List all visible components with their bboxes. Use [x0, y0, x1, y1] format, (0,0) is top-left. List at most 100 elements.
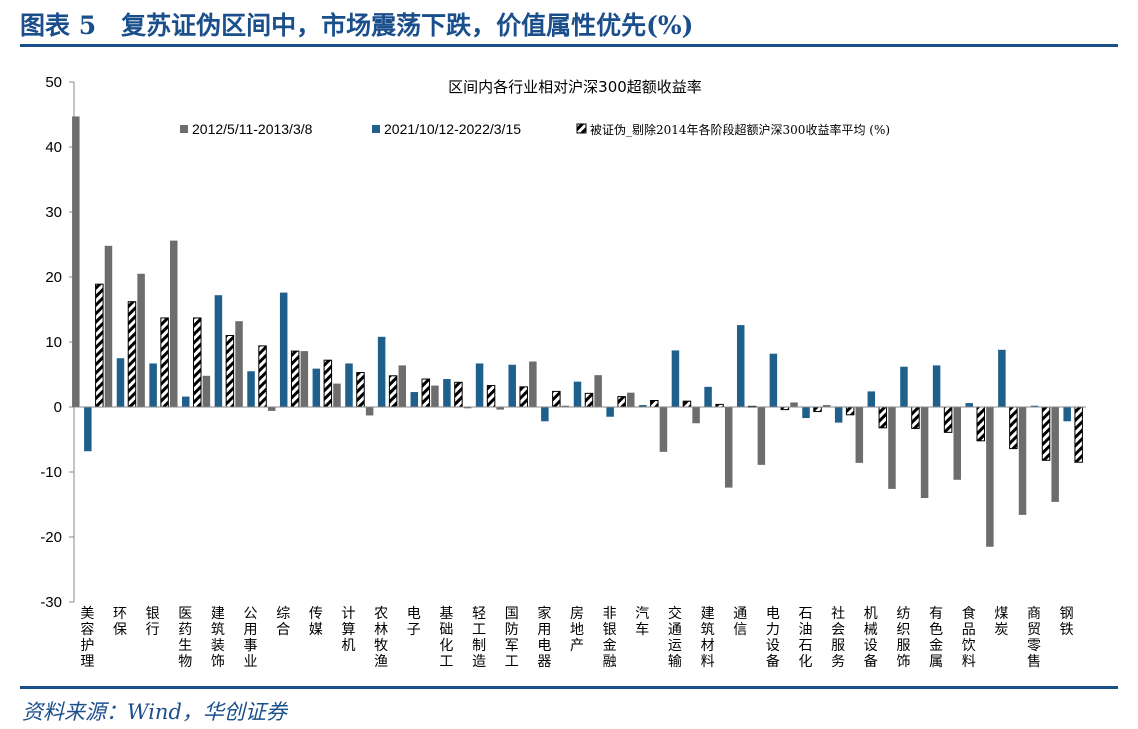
bar-series-1-轻工制造 [463, 407, 472, 409]
bar-series-1-食品饮料 [953, 407, 961, 480]
bar-series-1-商贸零售 [1018, 407, 1027, 515]
bar-series-3-环保 [127, 301, 137, 408]
y-tick-label: 0 [54, 399, 62, 416]
x-category-label: 交通运输 [668, 605, 682, 670]
bar-series-2-社会服务 [834, 407, 843, 423]
bar-series-2-电子 [410, 392, 419, 407]
bar-series-3-钢铁 [1074, 406, 1083, 463]
bar-series-1-纺织服饰 [888, 407, 896, 489]
bar-series-1-医药生物 [170, 240, 178, 407]
bar-series-2-通信 [736, 325, 745, 407]
bar-series-3-传媒 [323, 359, 333, 408]
bar-series-1-房地产 [561, 405, 570, 407]
bar-series-3-机械设备 [878, 406, 888, 429]
x-category-label: 电力设备 [766, 606, 780, 670]
bar-series-1-通信 [724, 407, 733, 488]
bar-series-3-石油石化 [813, 406, 822, 413]
legend-swatch-series-3 [576, 123, 587, 134]
x-category-label: 计算机 [341, 606, 355, 654]
x-category-label: 轻工制造 [472, 606, 486, 670]
bar-series-3-纺织服饰 [911, 406, 920, 429]
chart-title: 区间内各行业相对沪深300超额收益率 [448, 78, 702, 96]
bar-series-2-环保 [116, 358, 125, 407]
bar-series-2-计算机 [345, 363, 353, 407]
bar-series-1-农林牧渔 [365, 407, 374, 416]
x-category-label: 有色金属 [929, 606, 943, 670]
y-tick-label: 30 [45, 204, 62, 221]
bar-series-1-传媒 [300, 351, 309, 407]
bar-series-1-环保 [104, 245, 113, 407]
y-axis: 50 40 30 20 10 0 -10 -20 -30 [40, 74, 75, 611]
bar-series-2-基础化工 [443, 379, 451, 407]
bar-series-1-石油石化 [790, 402, 798, 407]
bar-series-2-有色金属 [932, 365, 941, 407]
legend-label-series-3: 被证伪_剔除2014年各阶段超额沪深300收益率平均 (%) [590, 122, 890, 137]
bar-series-3-交通运输 [682, 400, 692, 408]
bar-series-2-电力设备 [769, 353, 778, 407]
y-tick-label: -10 [40, 464, 62, 481]
bar-series-3-基础化工 [454, 381, 463, 408]
bar-series-1-机械设备 [855, 407, 864, 463]
x-category-label: 汽车 [635, 606, 649, 638]
bar-series-3-轻工制造 [486, 385, 496, 408]
x-category-label: 食品饮料 [962, 605, 976, 670]
y-tick-label: 50 [45, 74, 62, 91]
bar-series-2-银行 [149, 363, 157, 407]
bar-series-1-有色金属 [920, 407, 929, 498]
x-category-label: 机械设备 [864, 606, 878, 670]
bar-series-2-煤炭 [998, 349, 1006, 407]
x-category-label: 银行 [146, 606, 160, 638]
x-category-label: 基础化工 [439, 605, 453, 670]
bar-series-2-纺织服饰 [900, 366, 908, 407]
bar-series-2-农林牧渔 [377, 336, 386, 407]
bar-series-1-钢铁 [1051, 407, 1059, 502]
bar-series-1-交通运输 [659, 407, 668, 452]
bar-series-3-美容护理 [95, 283, 104, 408]
x-category-label: 环保 [113, 606, 127, 638]
bar-series-2-建筑材料 [704, 386, 712, 407]
bar-series-1-电子 [398, 365, 407, 407]
bar-series-3-银行 [160, 317, 169, 408]
bar-series-1-电力设备 [757, 407, 766, 465]
x-category-label: 纺织服饰 [896, 606, 910, 670]
bar-series-1-建筑材料 [692, 407, 700, 424]
x-category-label: 传媒 [309, 606, 323, 638]
x-category-label: 农林牧渔 [374, 606, 388, 670]
x-category-label: 医药生物 [178, 606, 192, 670]
bar-series-2-国防军工 [508, 364, 516, 407]
x-category-label: 社会服务 [831, 606, 845, 670]
bar-series-2-建筑装饰 [214, 295, 223, 407]
x-category-label: 国防军工 [505, 606, 519, 670]
bar-series-2-综合 [279, 292, 288, 407]
bar-series-1-银行 [137, 273, 145, 407]
bar-series-3-建筑装饰 [225, 335, 235, 408]
bottom-rule [20, 686, 1118, 689]
bar-series-2-传媒 [312, 368, 321, 407]
bar-series-3-医药生物 [193, 317, 202, 408]
bar-series-3-农林牧渔 [388, 375, 398, 408]
bar-series-2-公用事业 [247, 371, 255, 407]
bar-series-3-计算机 [356, 372, 365, 408]
y-tick-label: 40 [45, 139, 62, 156]
bar-series-2-轻工制造 [475, 363, 484, 407]
legend-label-series-1: 2012/5/11-2013/3/8 [192, 121, 313, 137]
bar-series-2-商贸零售 [1030, 405, 1039, 407]
bar-series [72, 116, 1083, 547]
bar-series-3-非银金融 [617, 396, 626, 408]
x-category-label: 非银金融 [603, 606, 617, 670]
bar-series-2-钢铁 [1063, 407, 1071, 422]
legend-label-series-2: 2021/10/12-2022/3/15 [384, 121, 521, 137]
bar-series-1-家用电器 [529, 361, 537, 407]
bar-series-2-房地产 [573, 381, 582, 407]
bar-series-1-美容护理 [72, 116, 80, 407]
bar-series-3-家用电器 [552, 390, 561, 408]
x-category-label: 建筑装饰 [211, 606, 225, 670]
bar-series-3-社会服务 [845, 406, 855, 416]
legend: 2012/5/11-2013/3/8 2021/10/12-2022/3/15 … [180, 121, 890, 137]
x-category-label: 电子 [407, 606, 421, 638]
x-category-label: 公用事业 [244, 606, 258, 670]
bar-series-3-综合 [290, 350, 300, 408]
x-category-label: 美容护理 [80, 606, 94, 670]
